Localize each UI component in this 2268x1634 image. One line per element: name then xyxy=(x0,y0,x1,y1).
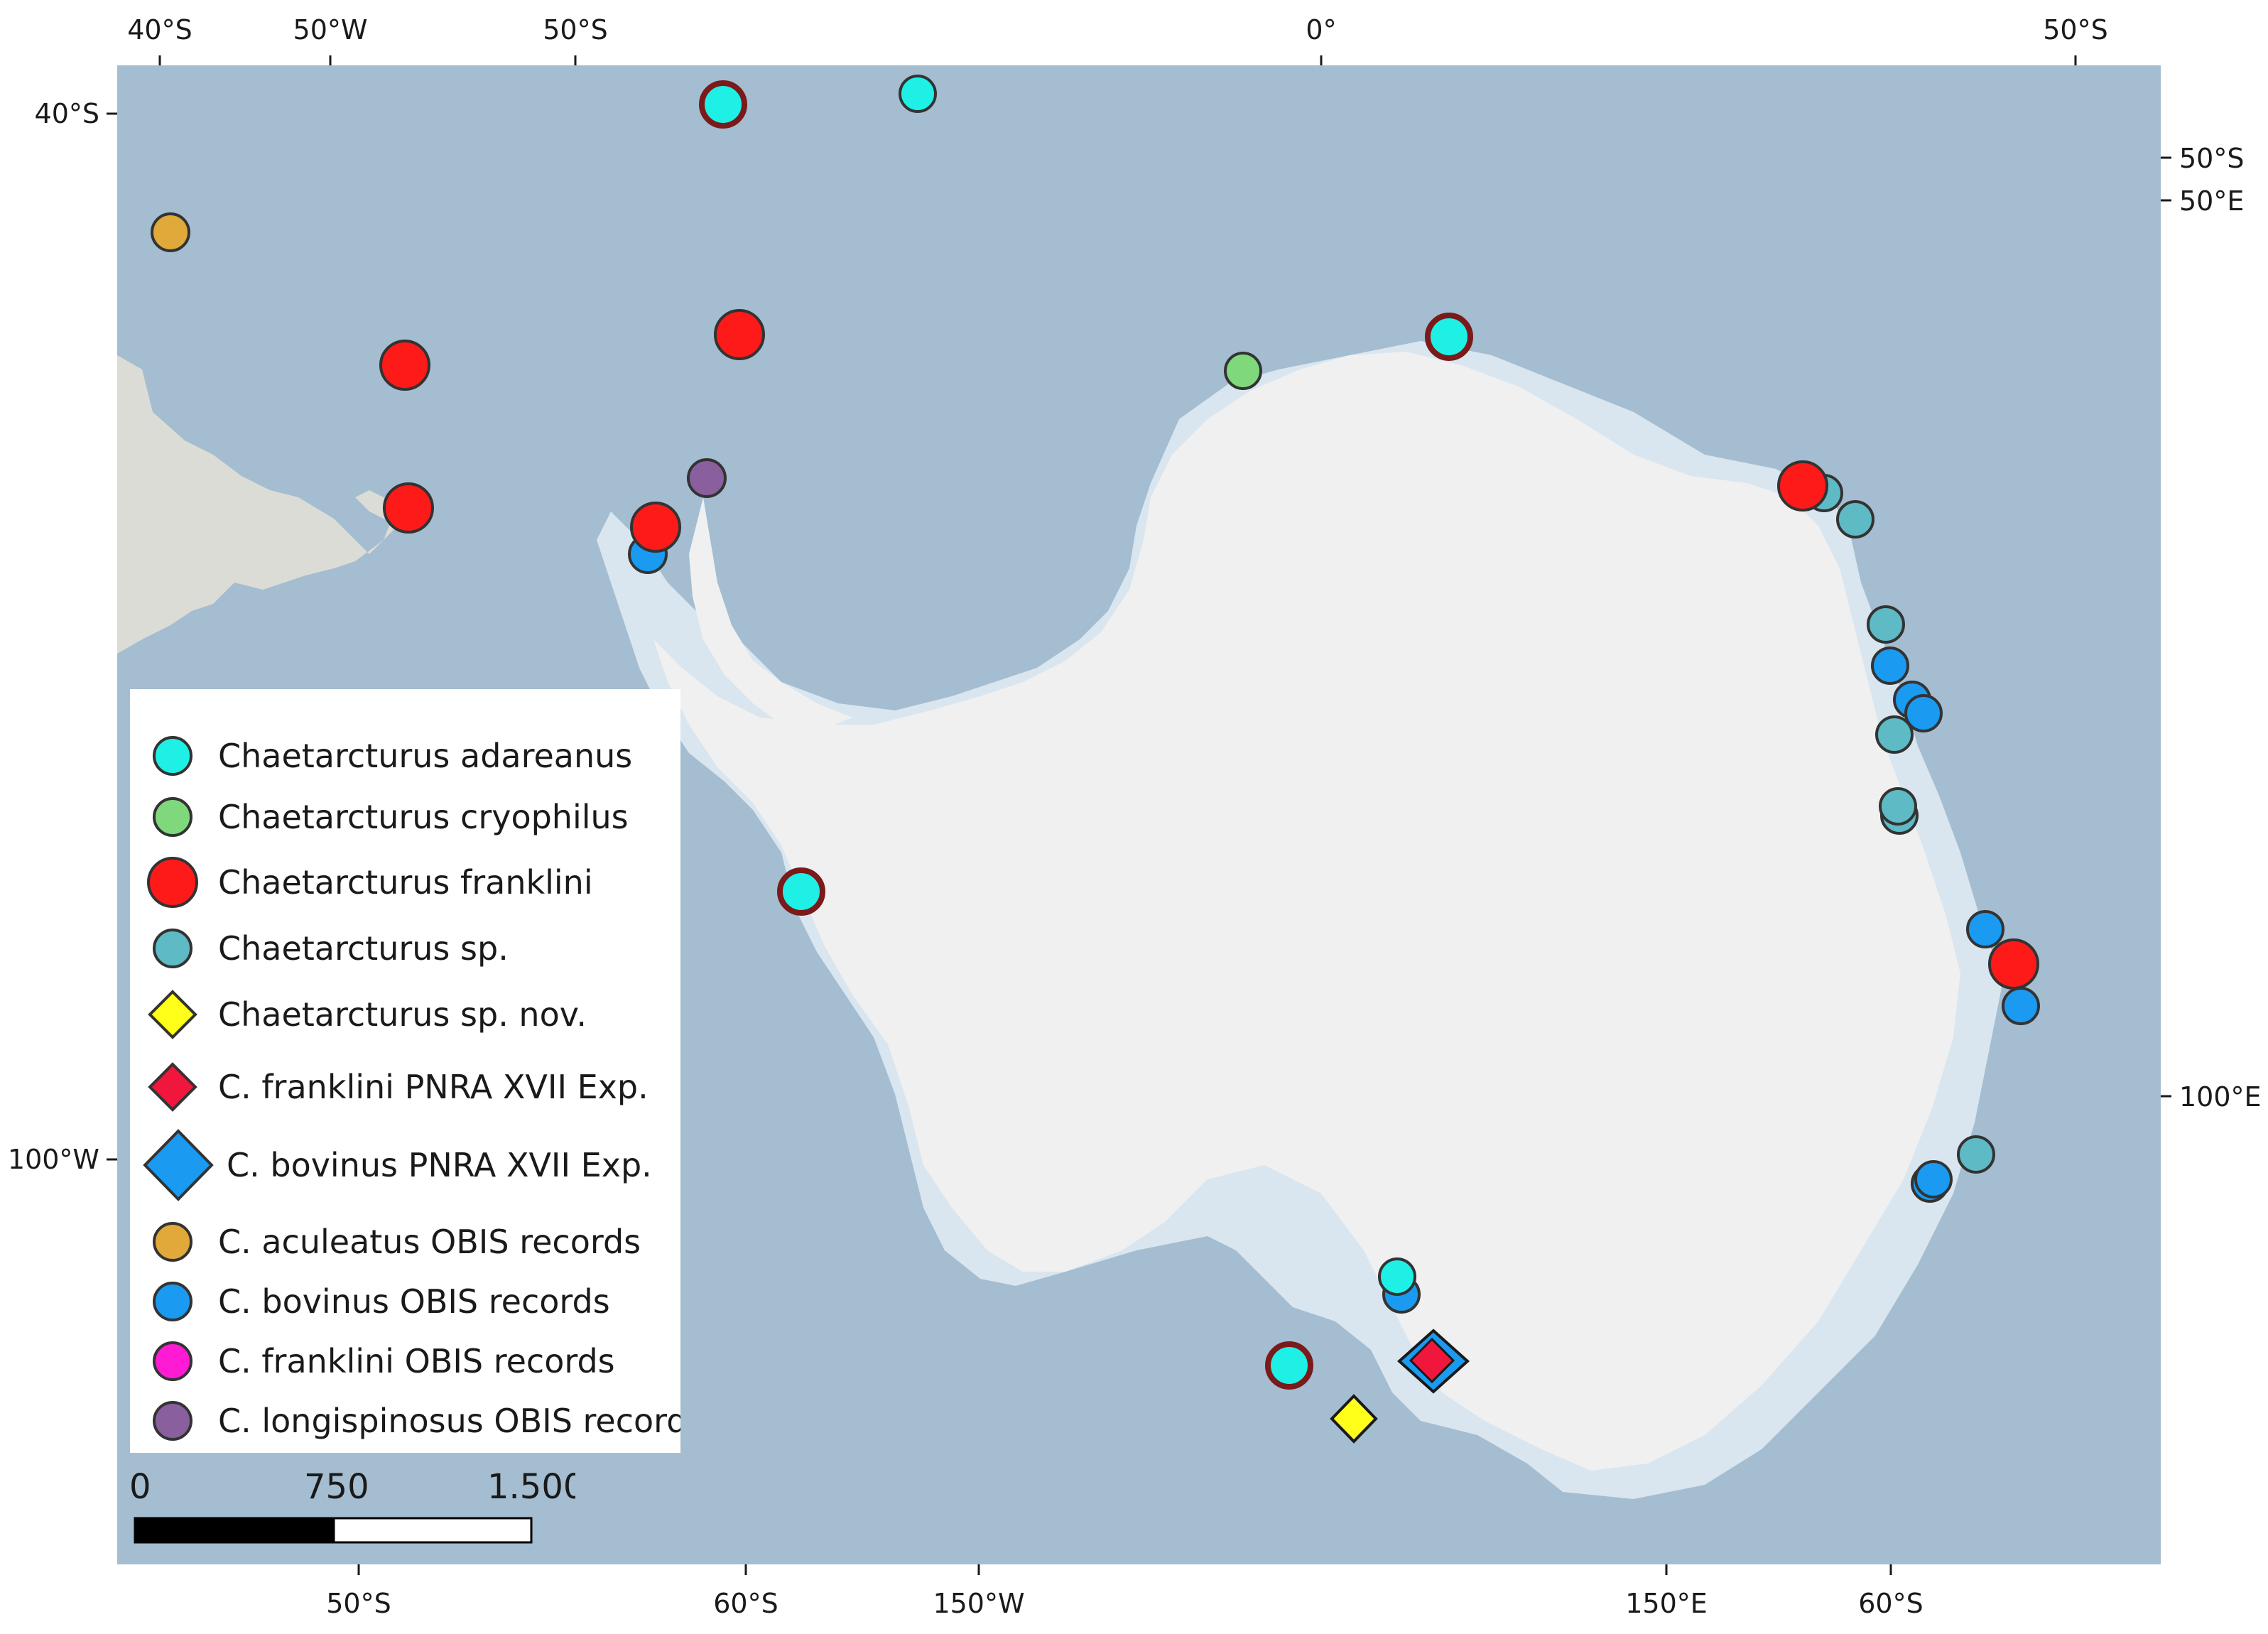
marker-chaetarcturus-sp xyxy=(1875,715,1914,754)
marker-c-franklini xyxy=(1777,460,1828,512)
marker-c-adareanus xyxy=(899,75,937,113)
marker-chaetarcturus-sp xyxy=(1867,605,1905,644)
legend-symbol-c-longispinosus-obis xyxy=(153,1401,192,1441)
scale-bar: 0 750 1.500 km xyxy=(121,1460,649,1552)
marker-c-franklini-pnra xyxy=(1409,1337,1455,1384)
legend-label: C. bovinus OBIS records xyxy=(218,1282,610,1321)
antarctic-peninsula xyxy=(689,497,852,732)
top-tick-label: 0° xyxy=(1306,14,1336,45)
map-ticks xyxy=(107,55,2171,1575)
bottom-tick-label: 60°S xyxy=(713,1588,778,1619)
marker-c-adareanus-ringed xyxy=(777,867,825,916)
legend-panel: Chaetarcturus adareanus Chaetarcturus cr… xyxy=(130,689,704,1453)
marker-c-bovinus-obis xyxy=(1871,646,1909,685)
legend-svg: Chaetarcturus adareanus Chaetarcturus cr… xyxy=(143,736,704,1441)
legend-symbol-c-bovinus-obis xyxy=(153,1282,192,1321)
legend-label: Chaetarcturus sp. nov. xyxy=(218,995,587,1034)
scale-label-1500: 1.500 km xyxy=(487,1467,575,1507)
scale-label-750: 750 xyxy=(304,1467,369,1507)
marker-c-adareanus xyxy=(1378,1257,1416,1296)
legend-symbol-c-franklini xyxy=(147,857,198,908)
marker-chaetarcturus-sp xyxy=(1957,1135,1995,1174)
bottom-tick-label: 50°S xyxy=(326,1588,391,1619)
marker-chaetarcturus-sp xyxy=(1879,787,1917,826)
legend-symbol-c-aculeatus-obis xyxy=(153,1222,192,1262)
marker-chaetarcturus-sp-nov xyxy=(1330,1394,1378,1444)
marker-c-franklini xyxy=(630,502,681,553)
marker-c-adareanus-ringed xyxy=(1425,313,1473,361)
scale-bar-white-segment xyxy=(332,1517,533,1544)
bottom-tick-label: 60°S xyxy=(1858,1588,1923,1619)
marker-c-cryophilus xyxy=(1224,352,1262,390)
marker-c-longispinosus-obis xyxy=(687,458,727,498)
left-tick-label: 100°W xyxy=(8,1144,99,1175)
top-tick-label: 50°W xyxy=(293,14,368,45)
legend-label: C. bovinus PNRA XVII Exp. xyxy=(227,1146,652,1184)
antarctica-ice-sheet xyxy=(653,352,1960,1471)
legend-label: C. franklini PNRA XVII Exp. xyxy=(218,1068,649,1106)
left-tick-label: 40°S xyxy=(35,98,99,129)
legend-label: Chaetarcturus franklini xyxy=(218,863,593,902)
top-tick-labels: 40°S 50°W 50°S 0° 50°S xyxy=(127,14,2107,45)
legend-label: C. franklini OBIS records xyxy=(218,1342,615,1380)
legend-label: Chaetarcturus adareanus xyxy=(218,737,632,775)
scale-label-0: 0 xyxy=(129,1467,151,1507)
marker-c-franklini xyxy=(379,340,430,391)
legend-symbol-c-franklini-obis xyxy=(153,1341,192,1381)
top-tick-label: 50°S xyxy=(543,14,607,45)
marker-c-bovinus-obis xyxy=(2002,987,2040,1025)
legend-symbol-c-franklini-pnra xyxy=(148,1062,197,1112)
right-tick-label: 100°E xyxy=(2179,1081,2262,1113)
marker-c-franklini xyxy=(714,309,765,360)
legend-label: Chaetarcturus sp. xyxy=(218,929,509,968)
bottom-tick-label: 150°E xyxy=(1625,1588,1708,1619)
legend-symbol-c-bovinus-pnra xyxy=(143,1129,214,1201)
bottom-tick-labels: 50°S 60°S 150°W 150°E 60°S xyxy=(326,1588,1923,1619)
legend-symbol-chaetarcturus-sp-nov xyxy=(148,990,197,1039)
occurrence-markers xyxy=(151,75,2040,1444)
marker-c-adareanus-ringed xyxy=(699,80,747,129)
south-america-landmass xyxy=(117,355,398,654)
left-tick-labels: 40°S 100°W xyxy=(8,98,99,1175)
legend-label: C. longispinosus OBIS records xyxy=(218,1402,680,1440)
marker-c-franklini xyxy=(383,482,434,534)
marker-c-aculeatus-obis xyxy=(151,212,190,252)
top-tick-label: 40°S xyxy=(127,14,192,45)
legend-symbol-chaetarcturus-sp xyxy=(153,929,192,968)
marker-c-bovinus-obis xyxy=(1904,694,1943,732)
marker-c-bovinus-obis xyxy=(1966,910,2004,948)
marker-c-franklini xyxy=(1988,938,2039,990)
legend-symbol-c-adareanus xyxy=(153,736,192,776)
top-tick-label: 50°S xyxy=(2043,14,2107,45)
scale-bar-svg: 0 750 1.500 km xyxy=(129,1467,649,1544)
legend-label: Chaetarcturus cryophilus xyxy=(218,798,629,836)
bottom-tick-label: 150°W xyxy=(933,1588,1024,1619)
right-tick-label: 50°E xyxy=(2179,185,2244,217)
legend-label: C. aculeatus OBIS records xyxy=(218,1223,641,1261)
scale-bar-black-segment xyxy=(134,1517,335,1544)
right-tick-labels: 50°S 50°E 100°E xyxy=(2179,143,2262,1113)
right-tick-label: 50°S xyxy=(2179,143,2244,174)
legend-symbol-c-cryophilus xyxy=(153,797,192,837)
marker-c-adareanus-ringed xyxy=(1265,1341,1313,1390)
marker-chaetarcturus-sp xyxy=(1836,500,1874,539)
marker-c-bovinus-obis xyxy=(1914,1160,1953,1199)
